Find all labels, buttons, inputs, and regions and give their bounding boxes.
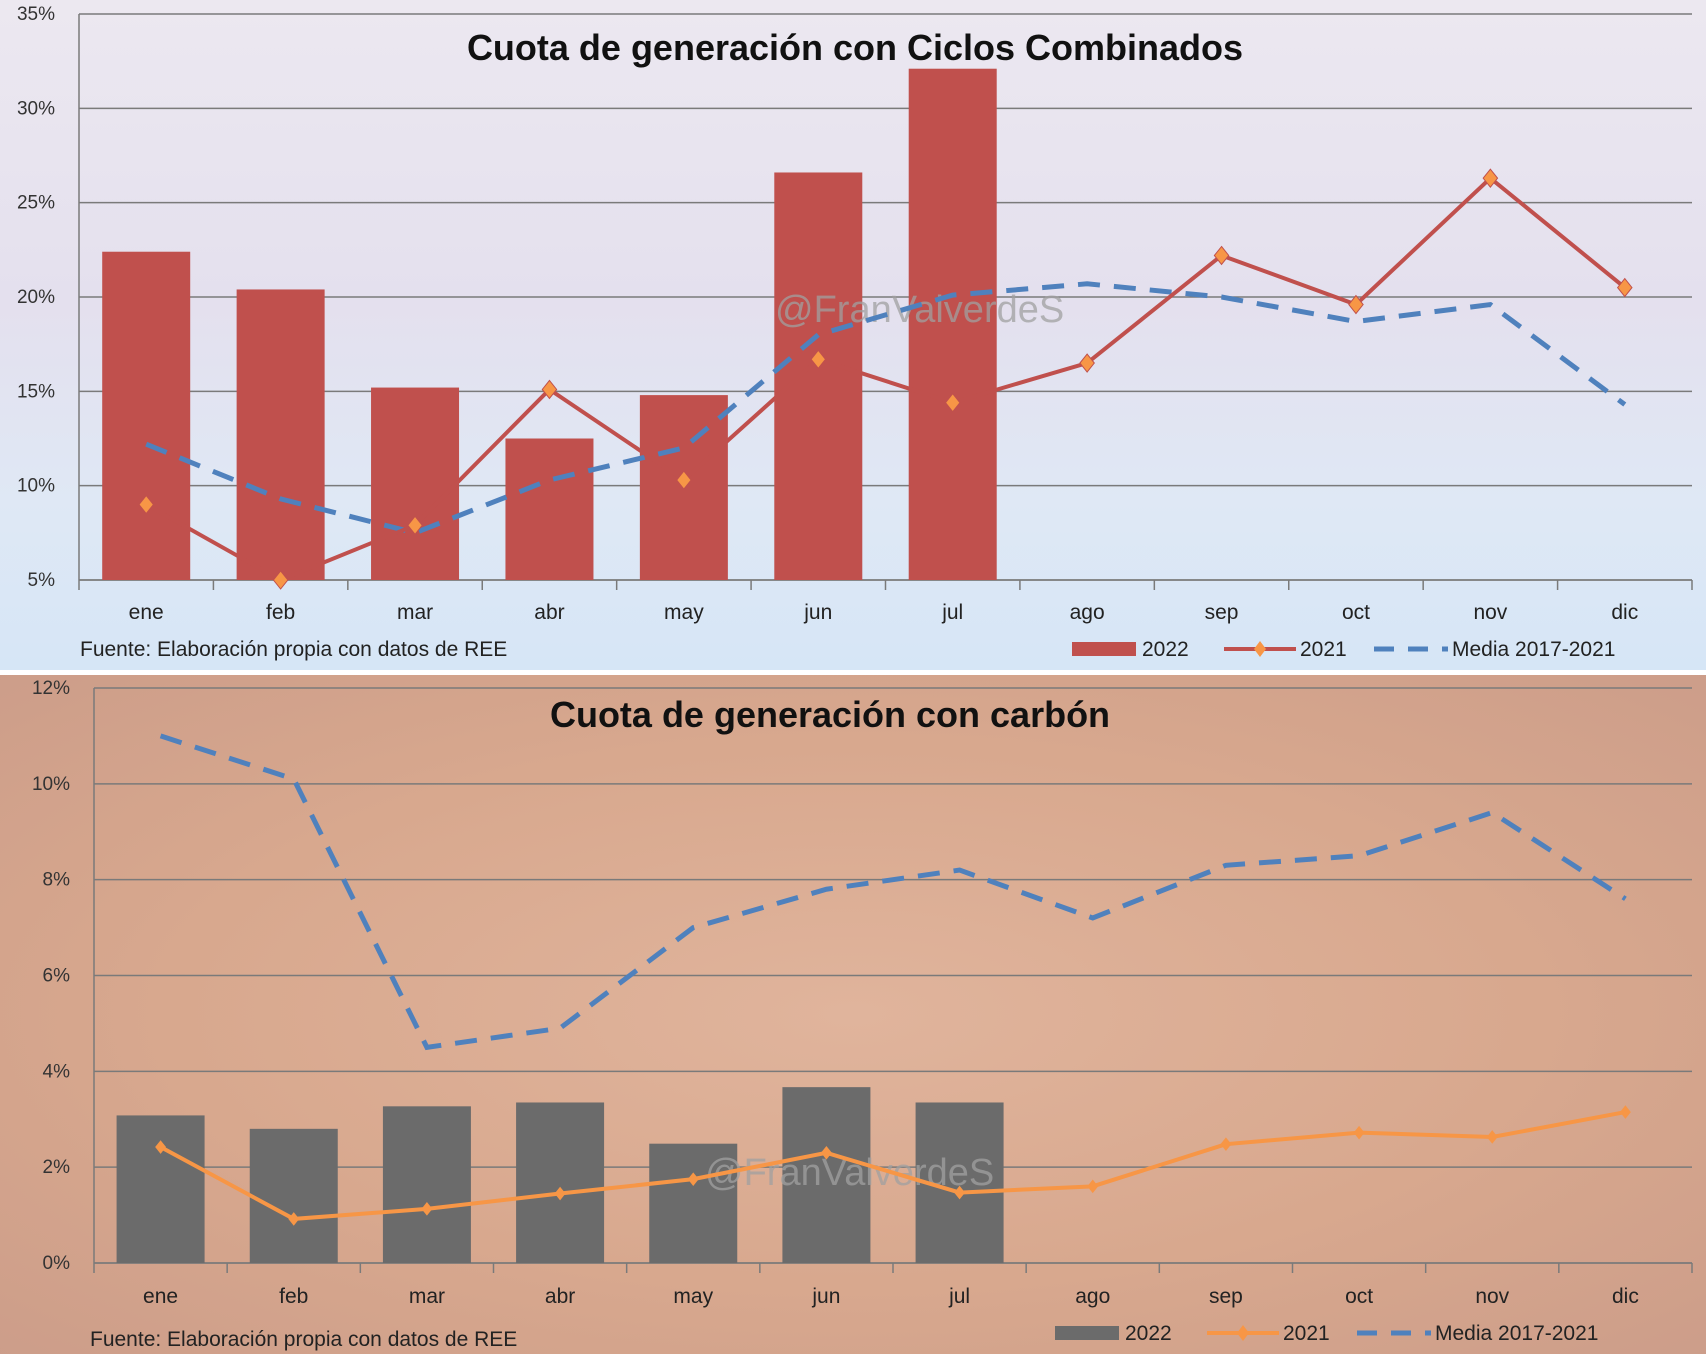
marker-2021-dic bbox=[1616, 277, 1633, 298]
chart-title: Cuota de generación con Ciclos Combinado… bbox=[467, 27, 1243, 68]
marker-2021-may bbox=[687, 1172, 699, 1186]
line-media-2017-2021 bbox=[159, 733, 1627, 1051]
x-tick-label: abr bbox=[545, 1285, 575, 1308]
x-tick-label: jul bbox=[941, 601, 963, 624]
marker-2021-may bbox=[676, 470, 692, 490]
bar-2022-abr bbox=[505, 438, 594, 580]
legend-swatch-2022 bbox=[1055, 1326, 1119, 1340]
source-note: Fuente: Elaboración propia con datos de … bbox=[90, 1328, 517, 1351]
line-2021 bbox=[145, 175, 1627, 583]
x-tick-label: dic bbox=[1612, 1285, 1639, 1308]
bar-2022-mar bbox=[371, 387, 460, 580]
bar-2022-jun bbox=[774, 172, 863, 581]
y-tick-label: 5% bbox=[28, 570, 56, 591]
bar-2022-ene bbox=[102, 251, 191, 580]
divider bbox=[0, 670, 1706, 675]
x-tick-label: mar bbox=[397, 601, 433, 624]
legend-label-media: Media 2017-2021 bbox=[1435, 1322, 1598, 1345]
marker-2021-abr bbox=[541, 379, 558, 400]
x-tick-label: abr bbox=[534, 601, 564, 624]
marker-2021-abr bbox=[554, 1186, 566, 1201]
chart-ciclos-combinados: 5% 10% 15% 20% 25% 30% 35% ene feb mar abr may jun ju… bbox=[17, 4, 1693, 661]
x-tick-label: oct bbox=[1342, 601, 1370, 624]
marker-2021-sep bbox=[1220, 1137, 1232, 1151]
y-tick-label: 6% bbox=[43, 966, 71, 987]
bar-2022-jun bbox=[782, 1087, 871, 1263]
legend-label-2022: 2022 bbox=[1125, 1322, 1172, 1345]
y-tick-label: 35% bbox=[17, 4, 55, 25]
legend-label-2021: 2021 bbox=[1283, 1322, 1330, 1345]
marker-2021-mar bbox=[421, 1202, 433, 1216]
legend-marker-2021 bbox=[1237, 1325, 1249, 1341]
y-tick-label: 10% bbox=[32, 774, 70, 795]
y-tick-label: 0% bbox=[43, 1253, 71, 1274]
watermark: @FranValverdeS bbox=[775, 289, 1064, 331]
marker-2021-jul bbox=[954, 1185, 966, 1200]
x-tick-label: feb bbox=[279, 1285, 308, 1308]
marker-2021-jun bbox=[810, 349, 827, 370]
x-tick-label: dic bbox=[1611, 601, 1638, 624]
x-tick-label: nov bbox=[1475, 1285, 1509, 1308]
marker-2021-ene bbox=[155, 1140, 167, 1154]
x-tick-label: ene bbox=[143, 1285, 178, 1308]
x-tick-label: ene bbox=[129, 601, 164, 624]
bar-2022-jul bbox=[908, 68, 997, 581]
y-tick-label: 15% bbox=[17, 381, 55, 402]
legend-marker-2021 bbox=[1254, 641, 1266, 657]
legend-swatch-2022 bbox=[1072, 642, 1136, 656]
x-tick-label: mar bbox=[409, 1285, 445, 1308]
line-media-2017-2021 bbox=[145, 281, 1627, 536]
marker-2021-ago bbox=[1079, 353, 1095, 373]
y-tick-label: 2% bbox=[43, 1157, 71, 1178]
x-tick-label: sep bbox=[1205, 601, 1239, 624]
source-note: Fuente: Elaboración propia con datos de … bbox=[80, 638, 507, 661]
y-tick-label: 25% bbox=[17, 193, 55, 214]
x-tick-label: ago bbox=[1075, 1285, 1110, 1308]
marker-2021-jul bbox=[944, 392, 961, 413]
bar-2022-feb bbox=[236, 289, 325, 580]
y-tick-label: 30% bbox=[17, 98, 55, 119]
x-tick-label: may bbox=[664, 601, 704, 624]
bar-2022-ene bbox=[116, 1115, 205, 1263]
legend-label-2021: 2021 bbox=[1300, 638, 1347, 661]
bar-2022-may bbox=[649, 1143, 738, 1263]
marker-2021-jun bbox=[820, 1145, 832, 1160]
marker-2021-oct bbox=[1348, 294, 1364, 315]
chart-title: Cuota de generación con carbón bbox=[550, 694, 1110, 735]
x-tick-label: nov bbox=[1473, 601, 1507, 624]
marker-2021-ene bbox=[138, 494, 155, 515]
y-tick-label: 4% bbox=[43, 1061, 71, 1082]
x-tick-label: ago bbox=[1070, 601, 1105, 624]
x-tick-label: sep bbox=[1209, 1285, 1243, 1308]
marker-2021-nov bbox=[1486, 1130, 1498, 1144]
y-tick-label: 10% bbox=[17, 476, 55, 497]
bar-2022-feb bbox=[249, 1128, 338, 1263]
legend-label-media: Media 2017-2021 bbox=[1452, 638, 1615, 661]
bar-2022-abr bbox=[516, 1102, 605, 1263]
marker-2021-sep bbox=[1213, 245, 1230, 266]
x-tick-label: jun bbox=[811, 1285, 840, 1308]
x-tick-label: jul bbox=[948, 1285, 970, 1308]
x-tick-label: oct bbox=[1345, 1285, 1373, 1308]
marker-2021-ago bbox=[1087, 1179, 1099, 1194]
marker-2021-dic bbox=[1619, 1105, 1631, 1119]
chart-carbon: 0% 2% 4% 6% 8% 10% 12% ene feb mar abr may jun jul ago… bbox=[32, 678, 1693, 1351]
y-tick-label: 20% bbox=[17, 287, 55, 308]
legend-label-2022: 2022 bbox=[1142, 638, 1189, 661]
y-tick-label: 8% bbox=[43, 870, 71, 891]
marker-2021-feb bbox=[288, 1212, 300, 1226]
marker-2021-nov bbox=[1482, 168, 1499, 188]
marker-2021-oct bbox=[1353, 1125, 1365, 1140]
x-tick-label: jun bbox=[803, 601, 832, 624]
y-tick-label: 12% bbox=[32, 678, 70, 699]
bar-2022-mar bbox=[382, 1106, 471, 1263]
marker-2021-mar bbox=[407, 515, 423, 536]
x-tick-label: feb bbox=[266, 601, 295, 624]
line-2021 bbox=[159, 1110, 1626, 1221]
marker-2021-feb bbox=[272, 570, 289, 590]
x-tick-label: may bbox=[673, 1285, 713, 1308]
